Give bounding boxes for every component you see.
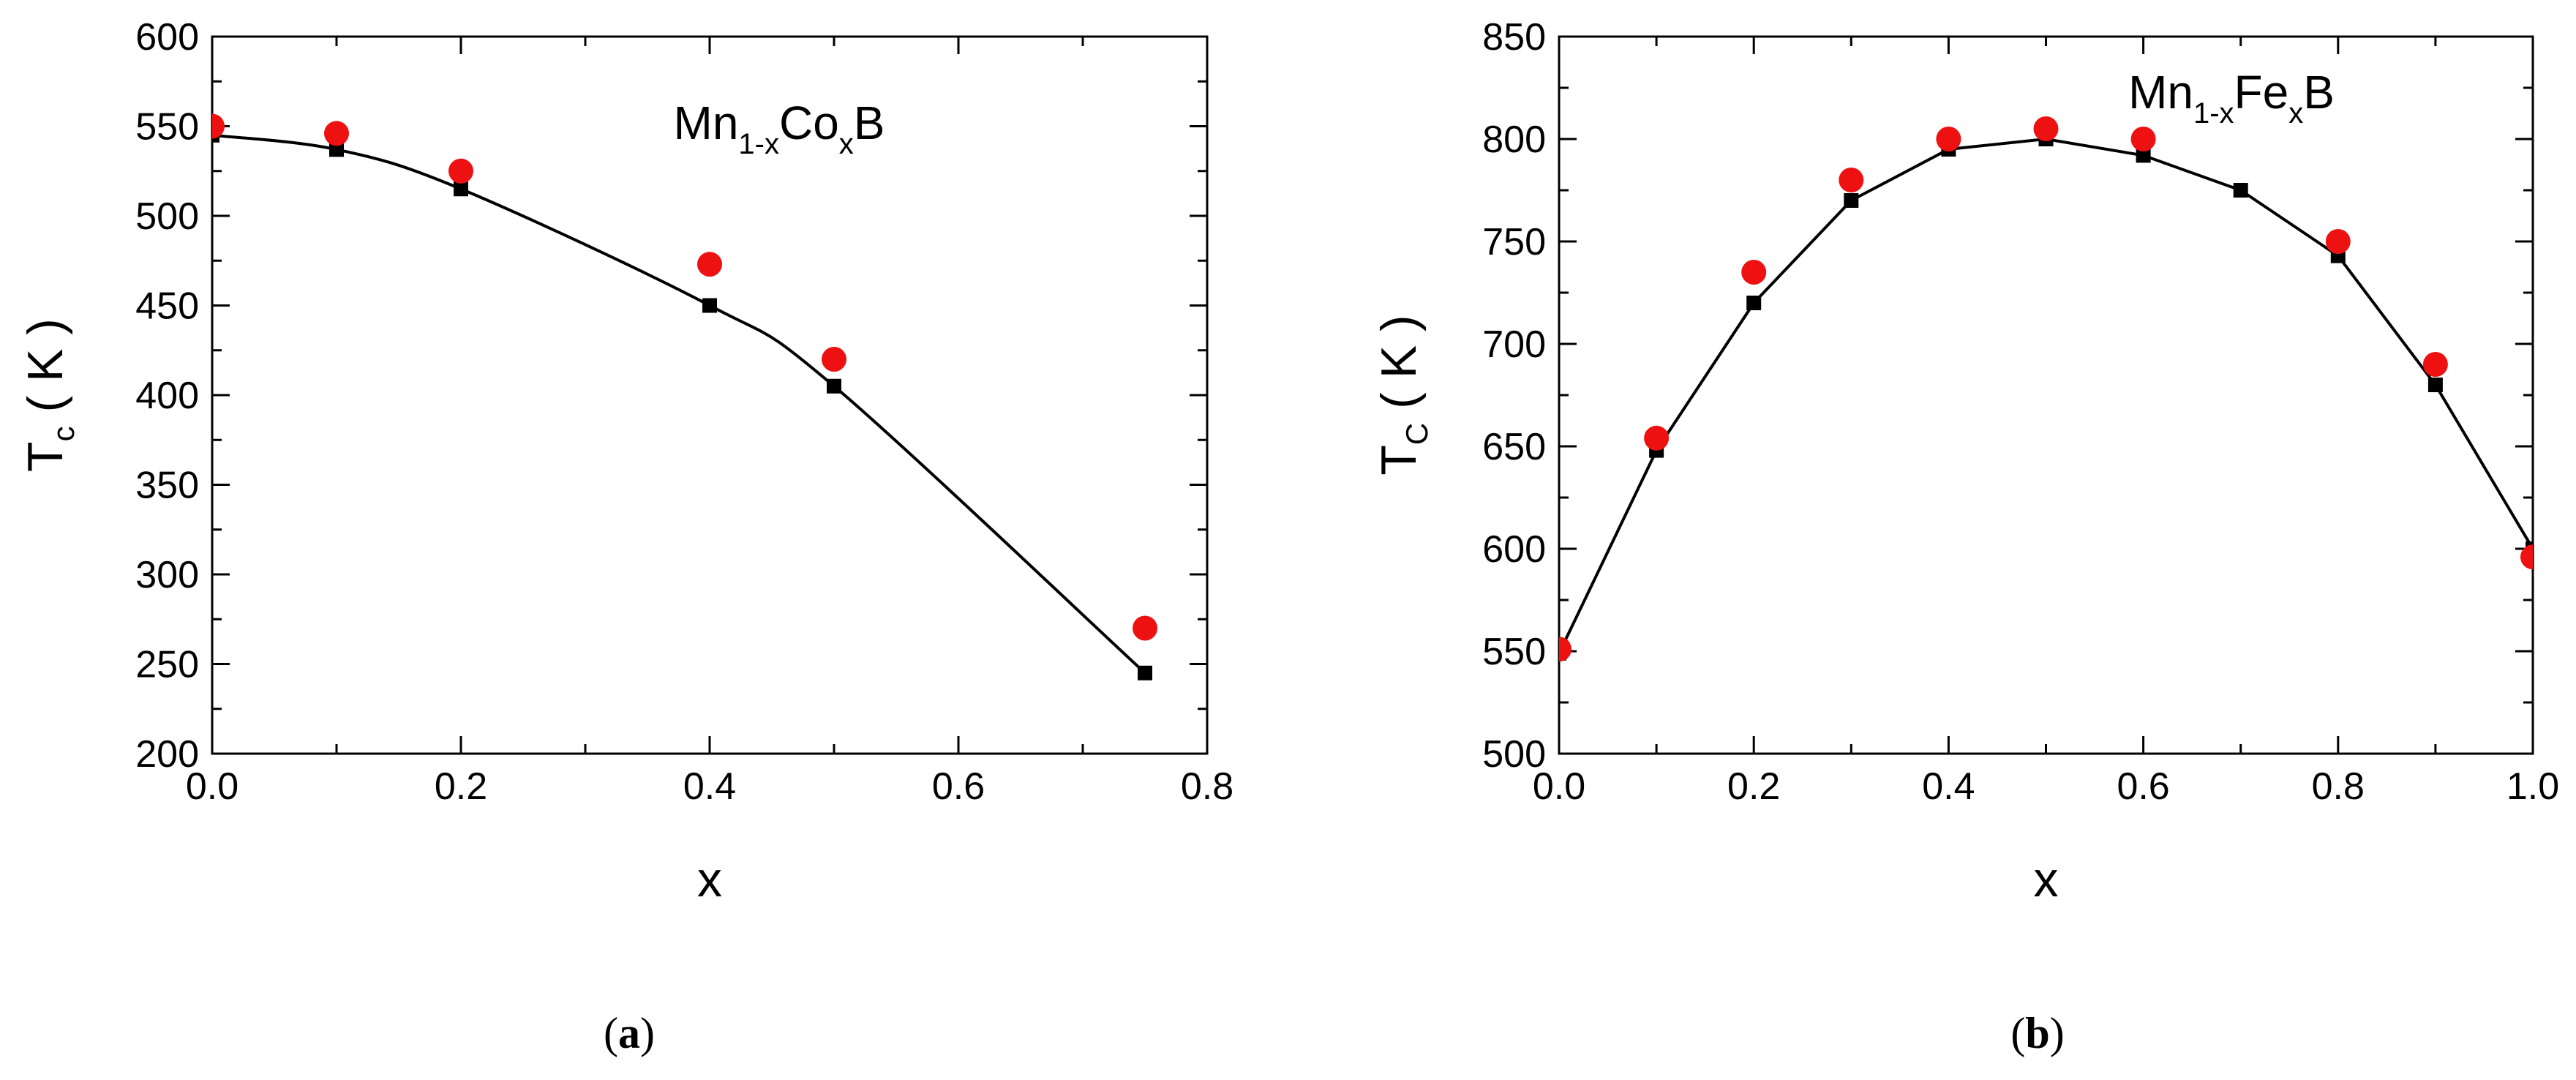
data-point-circle: [2033, 116, 2059, 141]
annotation-mid: Fe: [2234, 66, 2289, 119]
panel-label-letter: b: [2025, 1009, 2049, 1057]
x-tick-label: 0.4: [1922, 765, 1975, 808]
y-axis-title: TC ( K ): [1371, 315, 1434, 475]
data-point-circle: [1559, 637, 1571, 662]
data-point-square: [454, 181, 468, 197]
data-point-circle: [324, 121, 349, 146]
y-tick-label: 450: [135, 285, 199, 328]
y-axis-title-base: T: [18, 441, 73, 472]
chart-panel-a: 0.0 0.2 0.4 0.6 0.8 200 250 300 350 400 450 500 550 6…: [18, 16, 1233, 1057]
y-tick-label: 250: [135, 644, 199, 686]
annotation-sub2: x: [839, 128, 854, 160]
x-tick-label: 1.0: [2506, 765, 2559, 808]
panel-label-close: ): [640, 1009, 655, 1057]
x-tick-label: 0.4: [683, 765, 736, 808]
data-layer: [1559, 116, 2533, 662]
compound-annotation: Mn1-xCoxB: [674, 97, 885, 160]
data-point-circle: [1936, 127, 1961, 151]
data-point-circle: [2325, 229, 2351, 254]
x-tick-label: 0.8: [2312, 765, 2365, 808]
annotation-sub2: x: [2288, 97, 2303, 130]
y-tick-label: 350: [135, 465, 199, 507]
y-axis-title-sub: C: [1400, 423, 1434, 445]
x-tick-label: 0.6: [2117, 765, 2169, 808]
data-point-circle: [212, 113, 225, 139]
data-point-circle: [2422, 352, 2448, 377]
y-tick-label: 400: [135, 375, 199, 417]
data-point-square: [702, 298, 717, 313]
series-line: [212, 133, 1146, 675]
data-layer: [212, 113, 1157, 680]
y-tick-label: 500: [1482, 733, 1546, 776]
panel-label-close: ): [2050, 1009, 2065, 1057]
annotation-mid: Co: [779, 97, 839, 149]
data-point-square: [1138, 665, 1152, 680]
y-tick-label: 600: [135, 16, 199, 59]
y-tick-label: 500: [135, 195, 199, 238]
chart-panel-b: 0.0 0.2 0.4 0.6 0.8 1.0 500 550 600 650 700 750 800 8…: [1371, 16, 2559, 1057]
x-tick-label: 0.2: [435, 765, 487, 808]
data-point-circle: [2130, 127, 2156, 151]
y-axis-title-base: T: [1371, 445, 1427, 476]
data-point-circle: [448, 158, 473, 184]
annotation-base: Mn: [2128, 66, 2193, 119]
y-tick-label: 550: [1482, 631, 1546, 673]
data-point-square: [2233, 183, 2248, 198]
panel-label: (b): [2010, 1009, 2064, 1057]
panel-label-open: (: [604, 1009, 618, 1057]
annotation-sub1: 1-x: [738, 128, 779, 160]
data-point-circle: [1839, 168, 1864, 192]
data-point-circle: [1741, 260, 1767, 285]
y-axis-title: Tc ( K ): [18, 318, 80, 472]
series-line: [1559, 137, 2533, 654]
y-tick-label: 700: [1482, 323, 1546, 366]
annotation-end: B: [2303, 66, 2335, 119]
data-point-square: [1844, 193, 1859, 208]
y-tick-label: 200: [135, 733, 199, 776]
x-tick-label: 0.6: [932, 765, 985, 808]
data-point-square: [1746, 296, 1762, 310]
y-tick-label: 800: [1482, 119, 1546, 161]
x-tick-label: 0.0: [1533, 765, 1585, 808]
data-point-square: [2136, 148, 2151, 163]
data-point-square: [827, 378, 841, 394]
y-tick-label: 300: [135, 554, 199, 596]
annotation-sub1: 1-x: [2193, 97, 2234, 130]
data-point-circle: [2520, 544, 2533, 570]
annotation-base: Mn: [674, 97, 739, 149]
x-axis-title: x: [2034, 852, 2059, 907]
data-point-circle: [1133, 615, 1157, 641]
x-tick-label: 0.0: [186, 765, 239, 808]
x-tick-label: 0.2: [1727, 765, 1780, 808]
panel-label: (a): [604, 1009, 655, 1057]
y-tick-label: 650: [1482, 426, 1546, 468]
y-tick-label: 600: [1482, 528, 1546, 571]
compound-annotation: Mn1-xFexB: [2128, 66, 2335, 130]
y-tick-label: 850: [1482, 16, 1546, 59]
panel-label-open: (: [2010, 1009, 2025, 1057]
data-point-circle: [697, 252, 722, 277]
y-tick-label: 750: [1482, 221, 1546, 263]
y-tick-label: 550: [135, 106, 199, 149]
y-axis-title-sub: c: [46, 426, 80, 441]
data-point-square: [2427, 378, 2443, 392]
data-point-square: [329, 142, 344, 157]
data-point-circle: [822, 347, 846, 372]
y-axis-title-unit: ( K ): [1371, 315, 1427, 422]
y-axis-title-unit: ( K ): [18, 318, 73, 426]
x-axis-title: x: [697, 852, 722, 907]
annotation-end: B: [854, 97, 885, 149]
panel-label-letter: a: [618, 1009, 640, 1057]
data-point-circle: [1644, 425, 1670, 451]
x-tick-label: 0.8: [1181, 765, 1233, 808]
